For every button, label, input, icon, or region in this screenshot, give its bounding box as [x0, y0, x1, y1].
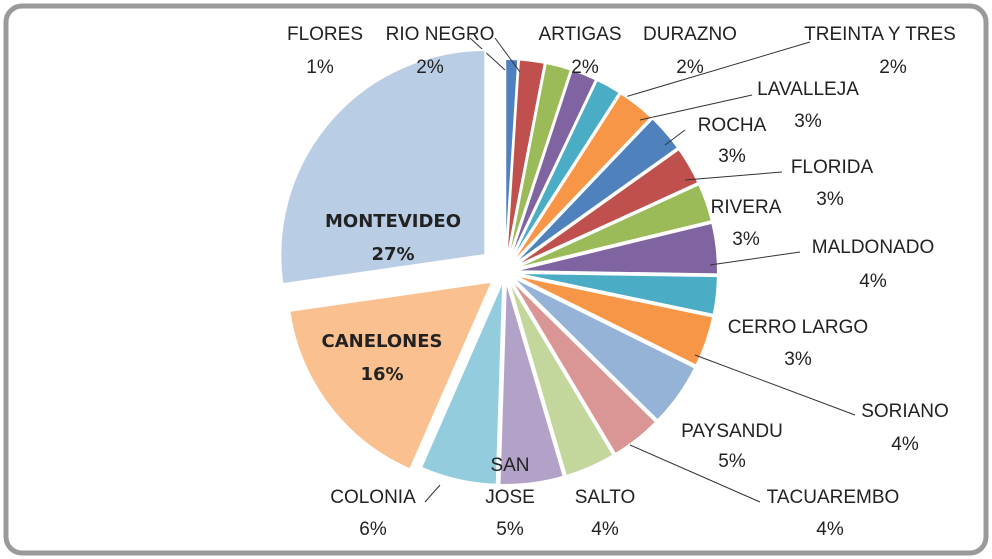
leader-line — [694, 354, 856, 416]
slice-percent: 3% — [732, 229, 760, 250]
slice-label: DURAZNO — [643, 24, 737, 45]
slice-percent: 2% — [676, 57, 704, 78]
slice-label: FLORIDA — [790, 157, 874, 178]
slice-label: MALDONADO — [811, 237, 935, 258]
slice-label: PAYSANDU — [681, 421, 783, 442]
pie-slice — [506, 61, 572, 266]
slice-label: ARTIGAS — [538, 24, 622, 45]
pie-slice — [510, 117, 680, 268]
slice-percent: 3% — [794, 111, 822, 132]
slice-percent: 2% — [571, 57, 599, 78]
leader-line — [639, 94, 753, 121]
pie-slice — [511, 183, 713, 271]
slice-label: ROCHA — [697, 115, 767, 136]
slice-label: SORIANO — [861, 401, 949, 422]
slice-percent: 2% — [879, 57, 907, 78]
leader-line — [494, 37, 521, 73]
slice-label: SALTO — [574, 487, 636, 508]
border — [3, 3, 989, 556]
leader-line — [469, 37, 506, 71]
leader-line — [709, 251, 801, 266]
slice-label: FLORES — [286, 24, 364, 45]
leader-line — [424, 484, 441, 503]
slice-percent: 4% — [591, 519, 619, 540]
pie-slice — [420, 278, 505, 486]
slice-percent: 3% — [718, 146, 746, 167]
pie-slice — [507, 78, 621, 267]
slice-label: LAVALLEJA — [757, 79, 859, 100]
pie-slice — [498, 278, 565, 486]
leader-line — [614, 41, 811, 101]
slice-label: TREINTA Y TRES — [804, 24, 956, 45]
pie-slice — [507, 278, 615, 478]
pie-slice — [279, 48, 487, 286]
slice-percent: 16% — [360, 364, 404, 385]
pie-slice — [508, 277, 658, 456]
pie-slice — [510, 148, 700, 269]
pie-slice — [511, 221, 719, 276]
slice-label: SAN JOSE — [485, 455, 535, 508]
pie-slice — [288, 280, 494, 471]
slice-percent: 2% — [416, 57, 444, 78]
slice-percent: 4% — [859, 271, 887, 292]
pie-slice — [511, 271, 719, 316]
slice-percent: 4% — [891, 434, 919, 455]
leader-line — [684, 171, 783, 181]
leader-line — [664, 129, 686, 146]
slice-label: COLONIA — [330, 487, 416, 508]
leader-line — [629, 444, 761, 503]
pie-slice — [511, 273, 715, 367]
slice-label: TACUAREMBO — [766, 487, 900, 508]
slice-label: MONTEVIDEO — [324, 211, 462, 232]
slice-percent: 6% — [359, 519, 387, 540]
slice-percent: 3% — [784, 349, 812, 370]
slice-label: CERRO LARGO — [727, 317, 869, 338]
slice-percent: 4% — [816, 519, 844, 540]
pie-slice — [506, 68, 598, 266]
slice-percent: 5% — [718, 451, 746, 472]
slice-label: CANELONES — [321, 331, 443, 352]
pie-slice — [505, 58, 546, 266]
slice-percent: 1% — [306, 57, 334, 78]
slice-percent: 3% — [816, 189, 844, 210]
pie-slice — [510, 275, 697, 422]
slice-label: RIVERA — [710, 197, 782, 218]
slice-percent: 5% — [496, 519, 524, 540]
slice-label: RIO NEGRO — [385, 24, 495, 45]
slice-percent: 27% — [371, 244, 415, 265]
